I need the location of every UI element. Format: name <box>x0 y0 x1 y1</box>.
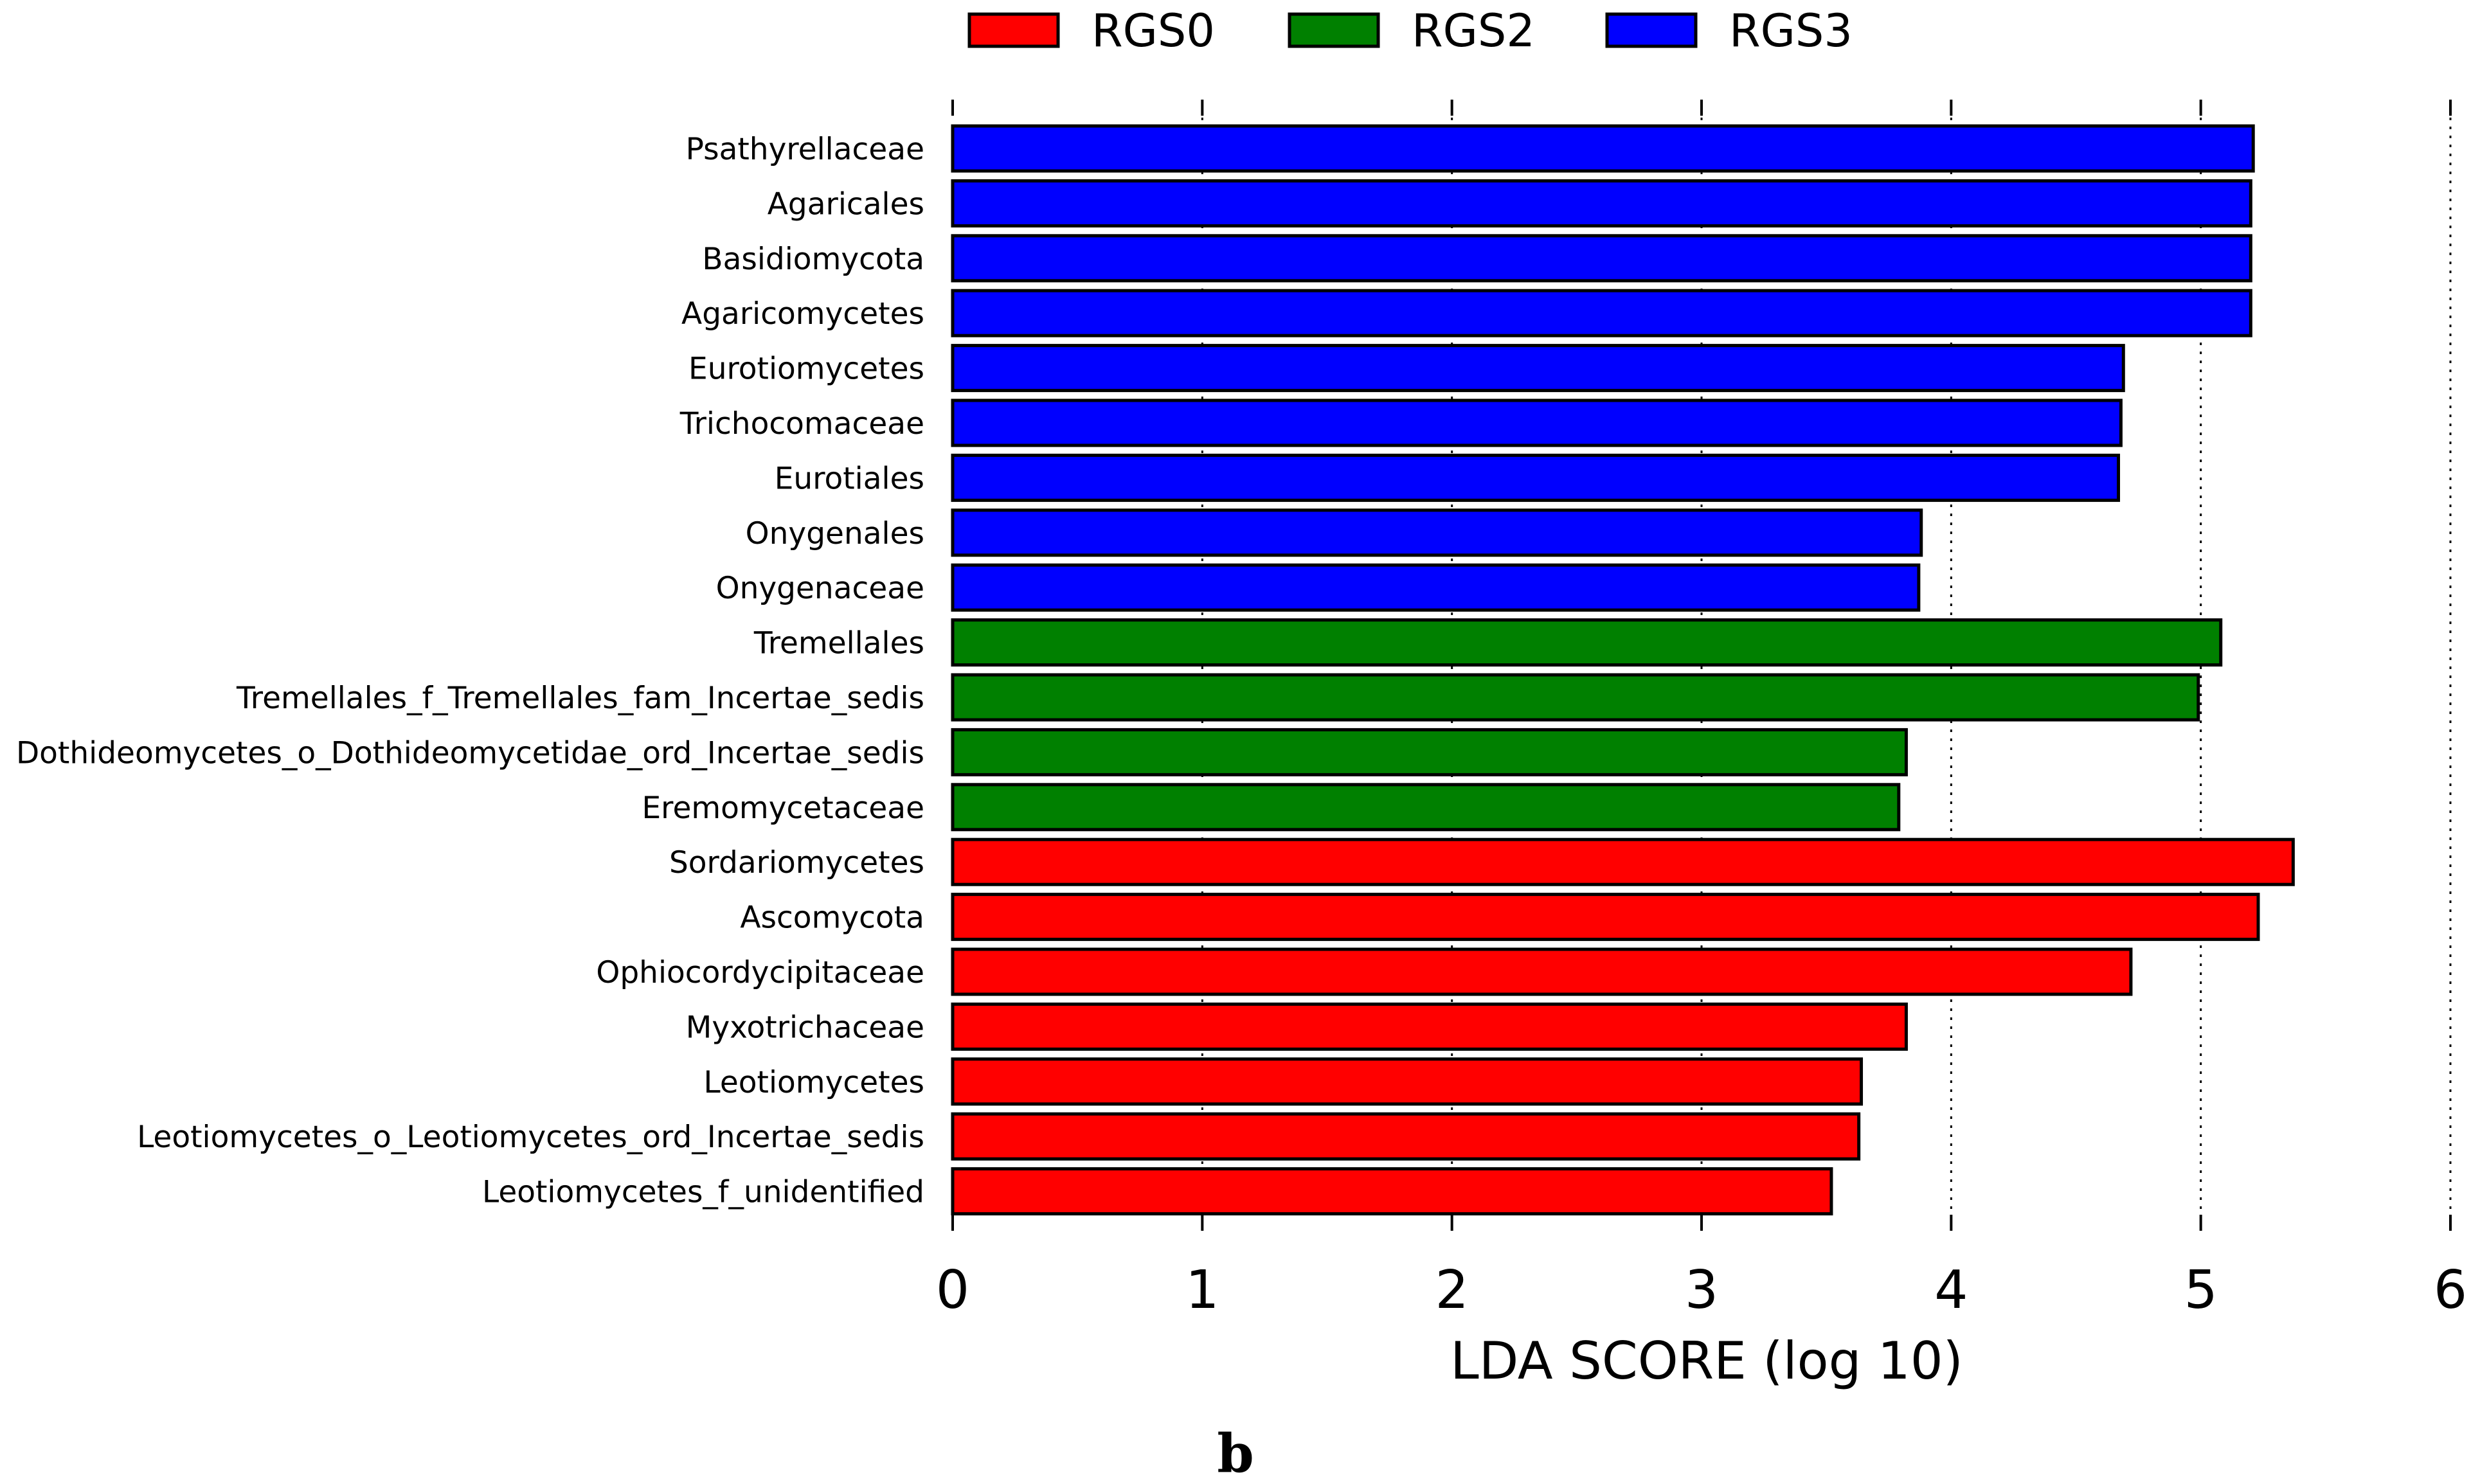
category-label-3: Basidiomycota <box>702 242 924 277</box>
bar-3 <box>951 234 2252 283</box>
bar-11 <box>951 673 2200 722</box>
legend-label-rgs2: RGS2 <box>1412 4 1535 57</box>
category-label-2: Agaricales <box>768 186 924 222</box>
bar-7 <box>951 453 2121 502</box>
bar-18 <box>951 1057 1864 1106</box>
category-label-5: Eurotiomycetes <box>688 352 924 387</box>
legend-swatch-rgs3 <box>1605 12 1698 48</box>
x-tick-label-2: 2 <box>1435 1260 1469 1321</box>
x-tick-label-1: 1 <box>1185 1260 1219 1321</box>
x-tick-label-0: 0 <box>936 1260 969 1321</box>
x-axis-label: LDA SCORE (log 10) <box>1450 1331 1963 1391</box>
category-label-16: Ophiocordycipitaceae <box>596 955 924 990</box>
legend-swatch-rgs2 <box>1288 12 1380 48</box>
category-label-13: Eremomycetaceae <box>642 791 924 826</box>
bar-17 <box>951 1002 1908 1051</box>
x-tick-label-6: 6 <box>2434 1260 2467 1321</box>
x-tick-label-4: 4 <box>1934 1260 1968 1321</box>
legend-label-rgs3: RGS3 <box>1729 4 1853 57</box>
category-label-18: Leotiomycetes <box>704 1065 924 1100</box>
bar-6 <box>951 398 2123 447</box>
category-label-10: Tremellales <box>753 626 924 661</box>
legend: RGS0 RGS2 RGS3 <box>967 4 1853 57</box>
category-label-1: Psathyrellaceae <box>686 132 924 167</box>
bar-8 <box>951 508 1923 557</box>
bar-13 <box>951 783 1901 832</box>
bar-4 <box>951 289 2252 337</box>
bar-5 <box>951 344 2125 393</box>
category-label-20: Leotiomycetes_f_unidentified <box>482 1175 924 1210</box>
bar-1 <box>951 124 2255 173</box>
category-label-14: Sordariomycetes <box>669 845 924 881</box>
bar-20 <box>951 1167 1833 1216</box>
bar-9 <box>951 563 1921 612</box>
category-label-7: Eurotiales <box>775 461 924 496</box>
category-label-17: Myxotrichaceae <box>686 1010 924 1045</box>
figure-caption: b <box>1217 1423 1253 1484</box>
bar-16 <box>951 947 2133 996</box>
category-label-11: Tremellales_f_Tremellales_fam_Incertae_s… <box>236 681 924 716</box>
legend-swatch-rgs0 <box>967 12 1060 48</box>
bar-10 <box>951 618 2223 667</box>
x-tick-label-3: 3 <box>1685 1260 1718 1321</box>
category-label-8: Onygenales <box>746 516 924 551</box>
bar-group <box>951 124 2295 1216</box>
bar-12 <box>951 728 1908 776</box>
grid-lines <box>951 100 2452 1231</box>
bar-14 <box>951 837 2295 886</box>
category-label-4: Agaricomycetes <box>681 296 924 332</box>
category-labels: Psathyrellaceae Agaricales Basidiomycota Ag… <box>16 132 924 1210</box>
category-label-12: Dothideomycetes_o_Dothideomycetidae_ord_… <box>16 735 924 771</box>
x-tick-label-5: 5 <box>2184 1260 2218 1321</box>
category-label-19: Leotiomycetes_o_Leotiomycetes_ord_Incert… <box>137 1120 924 1155</box>
category-label-15: Ascomycota <box>740 900 924 936</box>
bar-2 <box>951 179 2252 228</box>
bar-15 <box>951 893 2260 942</box>
legend-label-rgs0: RGS0 <box>1092 4 1215 57</box>
category-label-9: Onygenaceae <box>716 571 924 606</box>
x-axis: 0 1 2 3 4 5 6 <box>936 1260 2467 1321</box>
bar-19 <box>951 1112 1861 1161</box>
category-label-6: Trichocomaceae <box>679 406 924 442</box>
